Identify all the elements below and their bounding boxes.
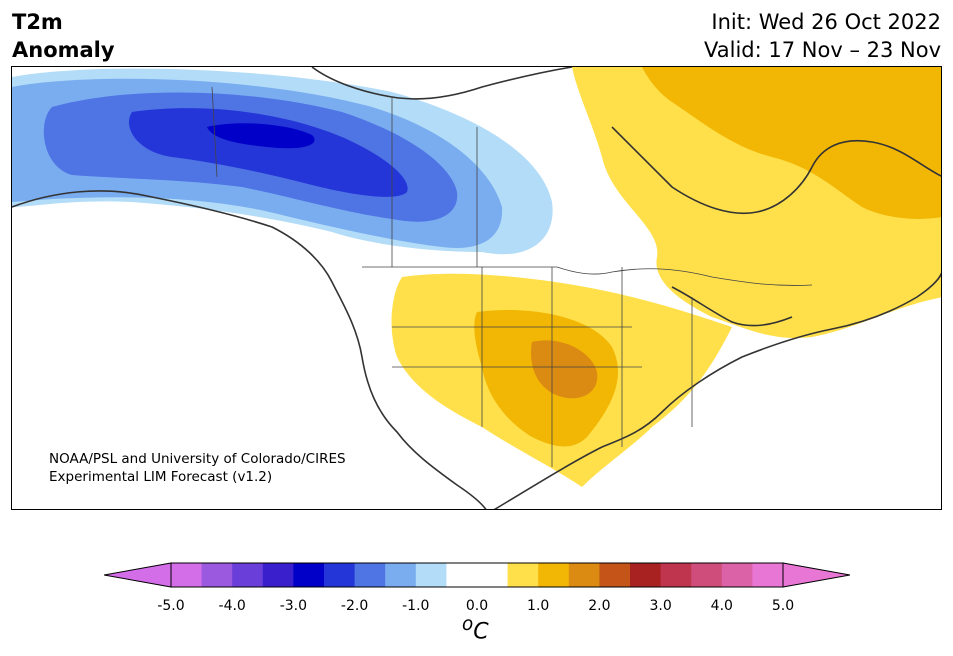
colorbar-tick-label: -4.0 [218,598,246,614]
colorbar-cell [354,563,386,587]
colorbar-tick-label: -3.0 [279,598,308,614]
colorbar-cell [324,563,356,587]
colorbar-cell [293,563,325,587]
colorbar-cell [538,563,570,587]
colorbar-cell [232,563,264,587]
colorbar-cell [752,563,784,587]
warm-anomaly-east-core [642,67,941,219]
title-variable: T2m [12,10,63,34]
colorbar-tick-label: 2.0 [588,598,611,614]
valid-range: Valid: 17 Nov – 23 Nov [704,38,941,62]
colorbar-tick-label: -1.0 [402,598,430,614]
warm-anomaly-south-peak [531,340,598,399]
colorbar-cell [568,563,600,587]
colorbar-cell [415,563,447,587]
unit-degree: o [462,614,474,635]
init-date: Init: Wed 26 Oct 2022 [711,10,941,34]
colorbar-cell [446,563,478,587]
colorbar-cell [171,563,203,587]
colorbar-unit: oC [462,614,489,644]
credit-line-2: Experimental LIM Forecast (v1.2) [49,469,273,485]
political-borders [211,86,813,467]
colorbar-cell [477,563,509,587]
colorbar-cell [507,563,539,587]
colorbar-under-arrow [104,562,172,588]
data-credit: NOAA/PSL and University of Colorado/CIRE… [49,450,346,486]
colorbar-tick-label: -5.0 [157,598,185,614]
colorbar-over-arrow [782,562,850,588]
colorbar-cell [201,563,233,587]
colorbar-cell [630,563,662,587]
colorbar-cell [660,563,692,587]
colorbar-tick-label: 3.0 [649,598,672,614]
colorbar-outline [170,562,784,588]
coastlines [12,67,941,509]
colorbar-cell [721,563,753,587]
map-title: T2m Anomaly [12,8,115,64]
cold-anomaly-minus3 [207,123,315,149]
anomaly-map [12,67,941,509]
unit-symbol: C [473,619,489,645]
colorbar-cell [385,563,417,587]
map-panel [11,66,942,510]
forecast-dates: Init: Wed 26 Oct 2022 Valid: 17 Nov – 23… [704,8,941,64]
colorbar [104,562,850,588]
colorbar-tick-label: -2.0 [340,598,369,614]
colorbar-tick-label: 1.0 [527,598,550,614]
colorbar-tick-label: 4.0 [710,598,733,614]
colorbar-cell [599,563,631,587]
colorbar-cell [691,563,723,587]
colorbar-cell [262,563,294,587]
title-field: Anomaly [12,38,115,62]
cold-anomaly-minus2-5 [128,108,408,197]
colorbar-tick-label: 5.0 [771,598,795,614]
colorbar-tick-label: 0.0 [465,598,489,614]
credit-line-1: NOAA/PSL and University of Colorado/CIRE… [49,451,346,467]
